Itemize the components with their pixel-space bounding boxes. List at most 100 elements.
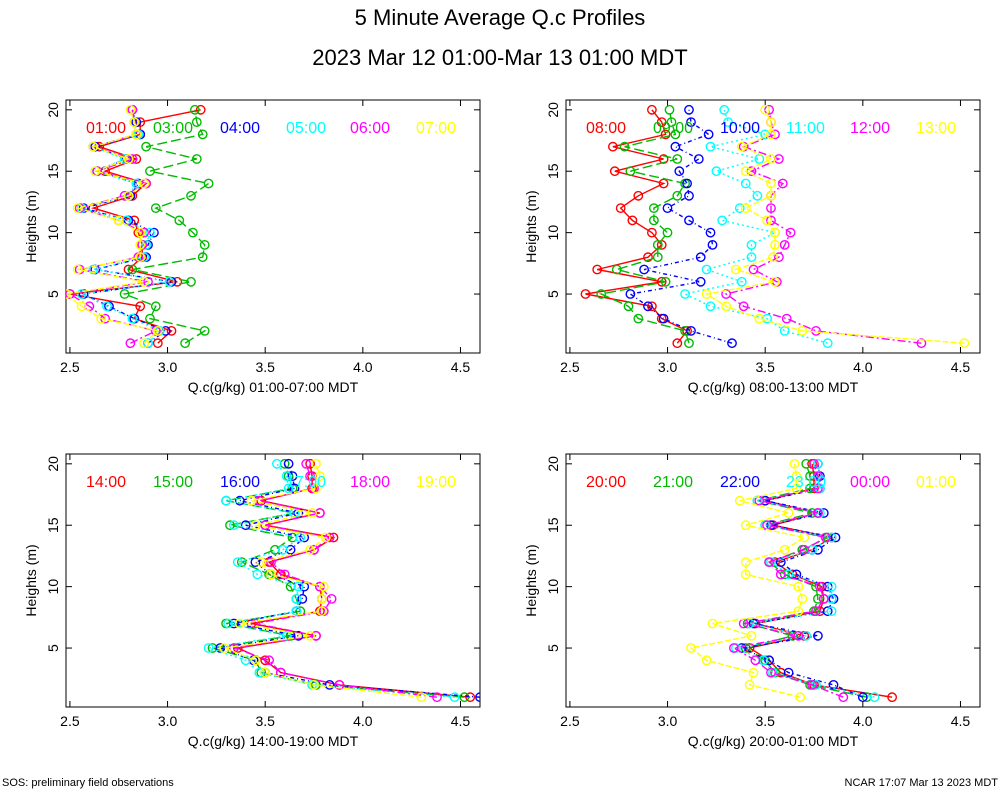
data-point [721, 289, 731, 299]
data-point [731, 264, 741, 275]
data-point [701, 264, 712, 275]
x-tick-label: 3.0 [658, 359, 678, 375]
data-point [283, 458, 294, 469]
data-point [625, 289, 636, 299]
data-point [250, 520, 261, 531]
chart-panel-4: 2.5 3.0 3.5 4.0 4.5 5 10 15 20 Q.c(g/kg) 20:00-01… [523, 453, 981, 749]
data-point [717, 215, 728, 226]
x-axis-label: Q.c(g/kg) 14:00-19:00 MDT [188, 733, 359, 749]
legend-entry: 04:00 [220, 120, 260, 137]
data-point [695, 252, 706, 263]
y-tick-label: 15 [45, 163, 61, 179]
data-point [250, 655, 261, 666]
footer-note: SOS: preliminary field observations [2, 777, 174, 789]
data-point [672, 338, 683, 349]
x-tick-label: 4.5 [451, 359, 471, 375]
data-point [639, 264, 649, 275]
data-point [813, 544, 823, 555]
data-point [223, 618, 234, 629]
x-tick-label: 2.5 [560, 359, 580, 375]
data-point [813, 630, 823, 641]
y-tick-label: 10 [45, 225, 61, 241]
data-point [748, 667, 759, 678]
data-point [660, 276, 671, 287]
data-point [320, 532, 331, 543]
data-point [649, 215, 659, 226]
data-point [764, 655, 774, 666]
data-point [232, 557, 243, 567]
data-point [770, 227, 780, 238]
data-point [199, 239, 210, 250]
data-point [236, 557, 247, 567]
data-point [736, 276, 747, 287]
data-point [770, 276, 780, 287]
chart-panel-2: 2.5 3.0 3.5 4.0 4.5 5 10 15 20 Q.c(g/kg) 08:00-13… [523, 99, 981, 395]
data-point [643, 301, 653, 312]
data-point [150, 301, 161, 312]
data-point [658, 313, 669, 324]
data-point [711, 166, 722, 177]
data-point [127, 264, 138, 275]
legend-entry: 22:00 [720, 474, 760, 491]
series-line [69, 109, 201, 344]
data-point [90, 166, 101, 177]
data-point [623, 301, 634, 312]
series-line [739, 463, 864, 698]
data-point [307, 508, 317, 518]
data-point [684, 215, 694, 226]
data-point [475, 692, 480, 703]
data-point [740, 166, 751, 177]
x-tick-label: 4.0 [353, 713, 373, 729]
data-point [746, 239, 757, 250]
data-point [66, 289, 75, 299]
data-point [305, 630, 315, 641]
data-point [822, 606, 833, 617]
data-point [766, 190, 776, 201]
data-point [297, 594, 308, 604]
data-point [72, 264, 83, 275]
data-point [647, 227, 657, 238]
data-point [197, 252, 208, 263]
data-point [234, 618, 245, 629]
series-line [724, 109, 922, 344]
data-point [166, 325, 177, 336]
data-point [791, 471, 802, 481]
y-tick-label: 10 [545, 225, 561, 241]
x-axis-label: Q.c(g/kg) 08:00-13:00 MDT [688, 379, 859, 395]
data-point [203, 643, 214, 653]
plot-area [203, 458, 480, 703]
y-tick-label: 15 [45, 517, 61, 533]
data-point [656, 117, 667, 128]
data-point [959, 338, 970, 349]
data-point [643, 252, 653, 263]
y-axis-label: Heights (m) [23, 190, 39, 262]
plot-area [686, 458, 897, 703]
data-point [326, 594, 337, 604]
data-point [789, 458, 800, 469]
data-point [774, 252, 784, 263]
data-point [633, 313, 644, 324]
data-point [815, 581, 825, 592]
data-point [811, 325, 821, 336]
data-point [807, 680, 817, 690]
data-point [723, 117, 733, 128]
data-point [662, 227, 673, 238]
data-point [813, 483, 823, 494]
data-point [293, 581, 304, 592]
series-line [598, 109, 690, 344]
data-point [459, 692, 470, 703]
data-point [662, 203, 673, 214]
data-point [191, 154, 202, 164]
data-point [309, 680, 319, 690]
data-point [293, 630, 304, 641]
data-point [811, 606, 821, 617]
series-line [217, 463, 480, 698]
data-point [701, 655, 712, 666]
data-point [131, 129, 142, 140]
legend-entry: 13:00 [916, 120, 956, 137]
data-point [271, 458, 282, 469]
data-point [135, 227, 146, 238]
data-point [625, 166, 636, 177]
data-point [318, 581, 329, 592]
data-point [748, 264, 759, 275]
